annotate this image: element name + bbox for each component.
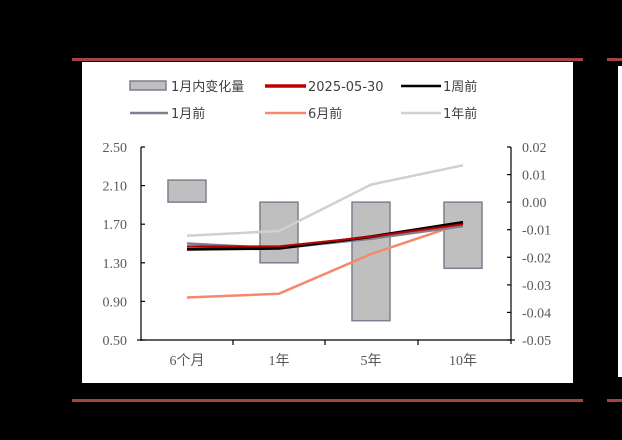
tick-label: 0.02 [522, 141, 547, 156]
bar-series-1m-change [167, 179, 483, 322]
legend-label: 6月前 [308, 106, 342, 122]
legend-item-bar: 1月内变化量 [129, 79, 244, 95]
legend-label: 1月内变化量 [171, 79, 244, 95]
left-axis [137, 146, 145, 341]
tick-label: -0.01 [522, 224, 551, 239]
tick-label: 0.00 [522, 196, 547, 211]
left-axis-labels: 2.50 2.10 1.70 1.30 0.90 0.50 [103, 141, 128, 349]
tick-label: 2.50 [103, 141, 128, 156]
bar [167, 179, 207, 203]
tick-label: -0.04 [522, 306, 551, 321]
bar [443, 201, 483, 270]
tick-label: 0.90 [103, 295, 128, 310]
legend-item-1month: 1月前 [130, 106, 205, 122]
tick-label: 1.70 [103, 218, 128, 233]
tick-label: -0.05 [522, 334, 551, 349]
adjacent-panel-edge [618, 66, 622, 377]
top-rule-left [72, 58, 583, 61]
line-series [186, 164, 464, 299]
x-axis [141, 339, 511, 345]
right-axis [507, 146, 515, 344]
top-rule-right [607, 58, 622, 61]
tick-label: 0.01 [522, 169, 547, 184]
tick-label: -0.03 [522, 279, 551, 294]
legend-item-1year: 1年前 [401, 106, 477, 122]
category-label: 6个月 [170, 353, 205, 369]
legend-item-2025-05-30: 2025-05-30 [265, 80, 384, 95]
category-label: 5年 [361, 353, 382, 369]
line-6月前 [186, 222, 464, 299]
category-label: 1年 [269, 353, 290, 369]
bottom-rule-right [607, 399, 622, 402]
legend-label: 2025-05-30 [308, 80, 384, 95]
bar [351, 201, 391, 322]
line-2025-05-30 [187, 223, 464, 248]
legend-label: 1周前 [443, 79, 477, 95]
category-label: 10年 [449, 353, 477, 369]
tick-label: -0.02 [522, 251, 551, 266]
legend-item-1week: 1周前 [401, 79, 477, 95]
right-axis-labels: 0.02 0.01 0.00 -0.01 -0.02 -0.03 -0.04 -… [522, 141, 551, 349]
x-axis-labels: 6个月 1年 5年 10年 [170, 353, 478, 369]
tick-label: 0.50 [103, 334, 128, 349]
line-1年前 [186, 164, 464, 238]
legend: 1月内变化量 2025-05-30 1周前 1月前 6月前 1年前 [129, 79, 477, 122]
bottom-rule-left [72, 399, 583, 402]
tick-label: 1.30 [103, 257, 128, 272]
chart-panel [82, 62, 573, 383]
tick-label: 2.10 [103, 180, 128, 195]
legend-label: 1月前 [171, 106, 205, 122]
legend-item-6month: 6月前 [265, 106, 342, 122]
legend-label: 1年前 [443, 106, 477, 122]
